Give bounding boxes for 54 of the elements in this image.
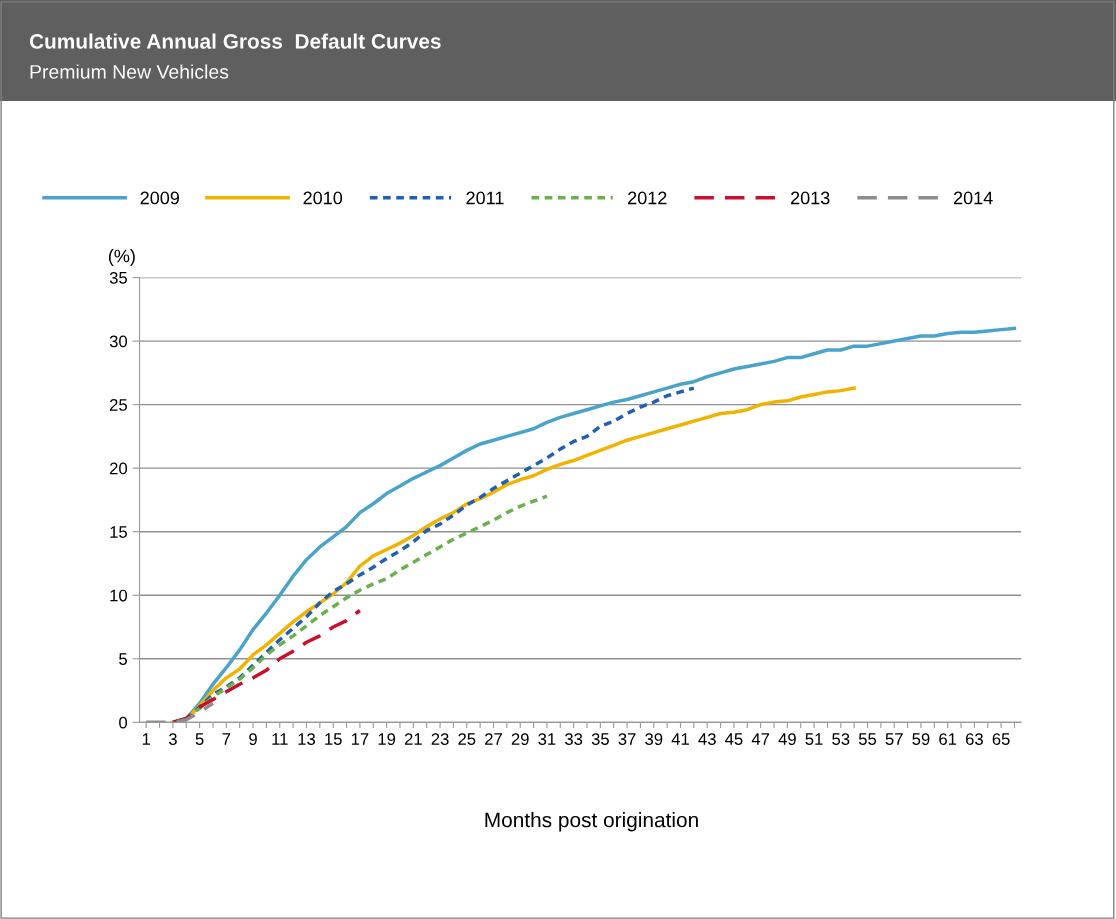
x-tick-label: 5	[195, 733, 204, 745]
x-tick-label: 47	[751, 733, 770, 745]
x-tick-label: 55	[858, 733, 877, 745]
x-axis-title: Months post origination	[485, 812, 698, 832]
line-series	[144, 701, 215, 723]
x-tick-label: 49	[778, 733, 796, 745]
x-tick-label: 27	[485, 733, 502, 745]
line-series	[171, 386, 856, 723]
y-tick-label: 10	[110, 589, 128, 602]
x-tick-label: 15	[325, 733, 342, 745]
line-series	[171, 608, 362, 723]
y-tick-label: 5	[119, 653, 127, 665]
x-tick-label: 7	[222, 733, 231, 745]
x-tick-label: 21	[404, 733, 422, 745]
legend-label: 2010	[303, 191, 343, 205]
x-tick-label: 33	[565, 733, 583, 745]
x-tick-label: 1	[142, 733, 150, 745]
x-tick-label: 23	[431, 733, 449, 745]
legend-label: 2009	[140, 191, 179, 205]
x-tick-label: 45	[725, 733, 743, 745]
x-tick-label: 41	[671, 733, 689, 745]
x-tick-label: 43	[698, 733, 716, 745]
x-tick-label: 61	[939, 733, 957, 745]
legend-label: 2011	[466, 191, 504, 205]
y-tick-label: 30	[109, 335, 128, 348]
x-tick-label: 31	[538, 733, 556, 745]
x-tick-label: 25	[458, 733, 476, 745]
y-tick-label: 35	[109, 271, 127, 284]
x-tick-label: 11	[272, 733, 288, 745]
legend-label: 2013	[791, 191, 830, 205]
chart-title: Cumulative Annual Gross Default Curves	[29, 33, 441, 49]
x-tick-label: 3	[168, 733, 177, 745]
x-tick-label: 17	[351, 733, 369, 745]
x-tick-label: 59	[912, 733, 930, 745]
y-tick-label: 15	[110, 526, 127, 538]
legend-label: 2014	[953, 191, 993, 205]
y-axis-title: (%)	[108, 249, 135, 266]
y-tick-label: 20	[110, 462, 128, 475]
x-tick-label: 35	[591, 733, 609, 745]
x-tick-label: 19	[378, 733, 396, 745]
x-tick-label: 63	[965, 733, 983, 745]
chart-subtitle: Premium New Vehicles	[30, 64, 229, 79]
x-tick-label: 39	[645, 733, 663, 745]
legend-label: 2012	[628, 191, 667, 205]
x-tick-label: 29	[511, 733, 529, 745]
x-tick-label: 53	[832, 733, 850, 745]
y-tick-label: 0	[119, 716, 128, 729]
x-tick-label: 37	[618, 733, 636, 745]
x-tick-label: 51	[805, 733, 823, 745]
y-tick-label: 25	[110, 399, 127, 411]
x-tick-label: 65	[992, 733, 1010, 745]
x-tick-label: 9	[249, 733, 257, 745]
x-tick-label: 57	[885, 733, 903, 745]
x-tick-label: 13	[298, 733, 316, 745]
